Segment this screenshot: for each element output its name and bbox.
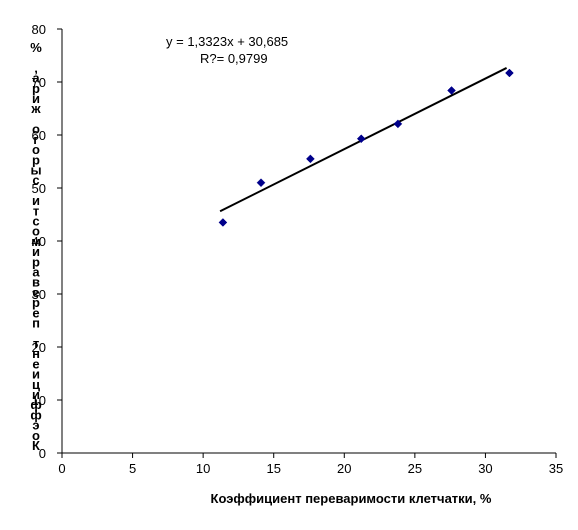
y-axis-title-char: т [33, 203, 39, 218]
x-tick-label: 20 [337, 461, 351, 476]
y-axis-title-char: м [31, 234, 41, 249]
x-axis-title: Коэффициент переваримости клетчатки, % [211, 491, 492, 506]
y-axis-title-char: % [30, 40, 42, 55]
data-points-layer [218, 68, 514, 227]
data-point [256, 178, 266, 188]
y-tick-label: 0 [39, 446, 46, 461]
data-point [393, 119, 403, 129]
trendline-equation: y = 1,3323x + 30,685 [166, 34, 288, 49]
y-tick-label: 80 [32, 22, 46, 37]
data-point [447, 86, 456, 95]
x-axis-ticks: 0 5 10 15 20 25 30 35 [58, 453, 563, 476]
x-tick-label: 25 [408, 461, 422, 476]
y-axis-title-char: ц [32, 377, 40, 392]
y-axis-title-char: в [32, 275, 40, 290]
y-axis-title-char: , [34, 60, 38, 75]
y-axis-title-char: о [32, 428, 40, 443]
y-axis-title-char: К [32, 438, 40, 453]
y-axis-title-char: э [32, 418, 39, 433]
y-axis-title-char: е [32, 305, 39, 320]
y-axis-title-char: и [32, 91, 40, 106]
x-tick-label: 30 [478, 461, 492, 476]
y-axis-title-char: р [32, 152, 40, 167]
y-axis-title-char: и [32, 387, 40, 402]
y-axis-title-char: е [32, 285, 39, 300]
y-tick-label: 70 [32, 75, 46, 90]
y-tick-label: 60 [32, 128, 46, 143]
y-axis-title-char: ф [30, 397, 41, 412]
y-axis-title-char: о [32, 224, 40, 239]
x-tick-label: 0 [58, 461, 65, 476]
y-axis-title-char: о [32, 122, 40, 137]
y-axis-title-char: и [32, 193, 40, 208]
y-axis-title-char: г [33, 132, 39, 147]
y-tick-label: 40 [32, 234, 46, 249]
y-axis-title-char: с [32, 173, 39, 188]
data-point [505, 68, 514, 78]
y-axis-ticks: 0 10 20 30 40 50 60 70 80 [32, 22, 62, 461]
plot-area [61, 29, 556, 454]
y-axis-title-char: р [32, 254, 40, 269]
y-axis-title-char: а [32, 265, 40, 280]
y-axis-title-char: о [32, 142, 40, 157]
y-axis-title-char: а [32, 71, 40, 86]
y-axis-title-char: с [32, 213, 39, 228]
y-axis-title-char: п [32, 316, 40, 331]
y-tick-label: 30 [32, 287, 46, 302]
r-squared-label: R?= 0,9799 [200, 51, 268, 66]
y-tick-label: 50 [32, 181, 46, 196]
x-tick-label: 10 [196, 461, 210, 476]
y-axis-title-char: н [32, 346, 40, 361]
y-axis-title-char: ж [30, 101, 41, 116]
y-tick-label: 20 [32, 340, 46, 355]
data-point [218, 218, 228, 227]
y-axis-title-char: т [33, 336, 39, 351]
x-tick-label: 35 [549, 461, 563, 476]
y-axis-title-char: р [32, 81, 40, 96]
x-tick-label: 5 [129, 461, 136, 476]
y-axis-title-char: ф [30, 407, 41, 422]
y-axis-title-char: и [32, 244, 40, 259]
y-axis-title-char: р [32, 295, 40, 310]
data-point [356, 134, 366, 144]
y-axis-title-char: е [32, 356, 39, 371]
y-axis-title-char: и [32, 367, 40, 382]
y-tick-label: 10 [32, 393, 46, 408]
x-tick-label: 15 [266, 461, 280, 476]
data-point [306, 154, 315, 164]
y-axis-title-char: ы [30, 162, 41, 177]
